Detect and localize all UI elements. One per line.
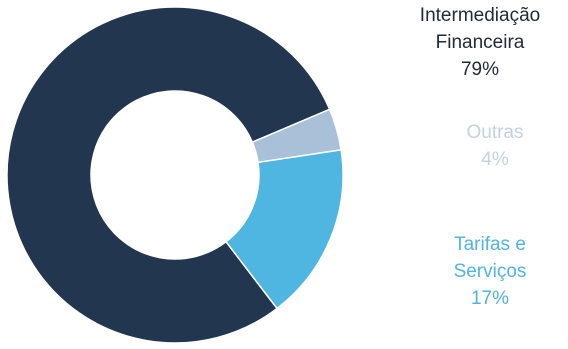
legend-entry-tarifas-servicos: Tarifas e Serviços 17% bbox=[430, 231, 550, 312]
legend-label-line: Financeira bbox=[435, 32, 525, 53]
slice-tarifas-servicos bbox=[224, 149, 344, 310]
legend-label-line: Serviços bbox=[453, 261, 527, 282]
slice-intermediacao-financeira bbox=[6, 6, 331, 344]
legend-value: 17% bbox=[470, 288, 510, 309]
legend-value: 4% bbox=[481, 149, 509, 170]
legend-label-line: Tarifas e bbox=[454, 234, 526, 255]
legend-label-line: Intermediação bbox=[419, 5, 541, 26]
legend-label-line: Outras bbox=[466, 122, 524, 143]
legend-value: 79% bbox=[460, 59, 500, 80]
legend-entry-outras: Outras 4% bbox=[440, 119, 550, 173]
donut-chart bbox=[6, 6, 344, 344]
legend-entry-intermediacao-financeira: Intermediação Financeira 79% bbox=[400, 2, 560, 83]
